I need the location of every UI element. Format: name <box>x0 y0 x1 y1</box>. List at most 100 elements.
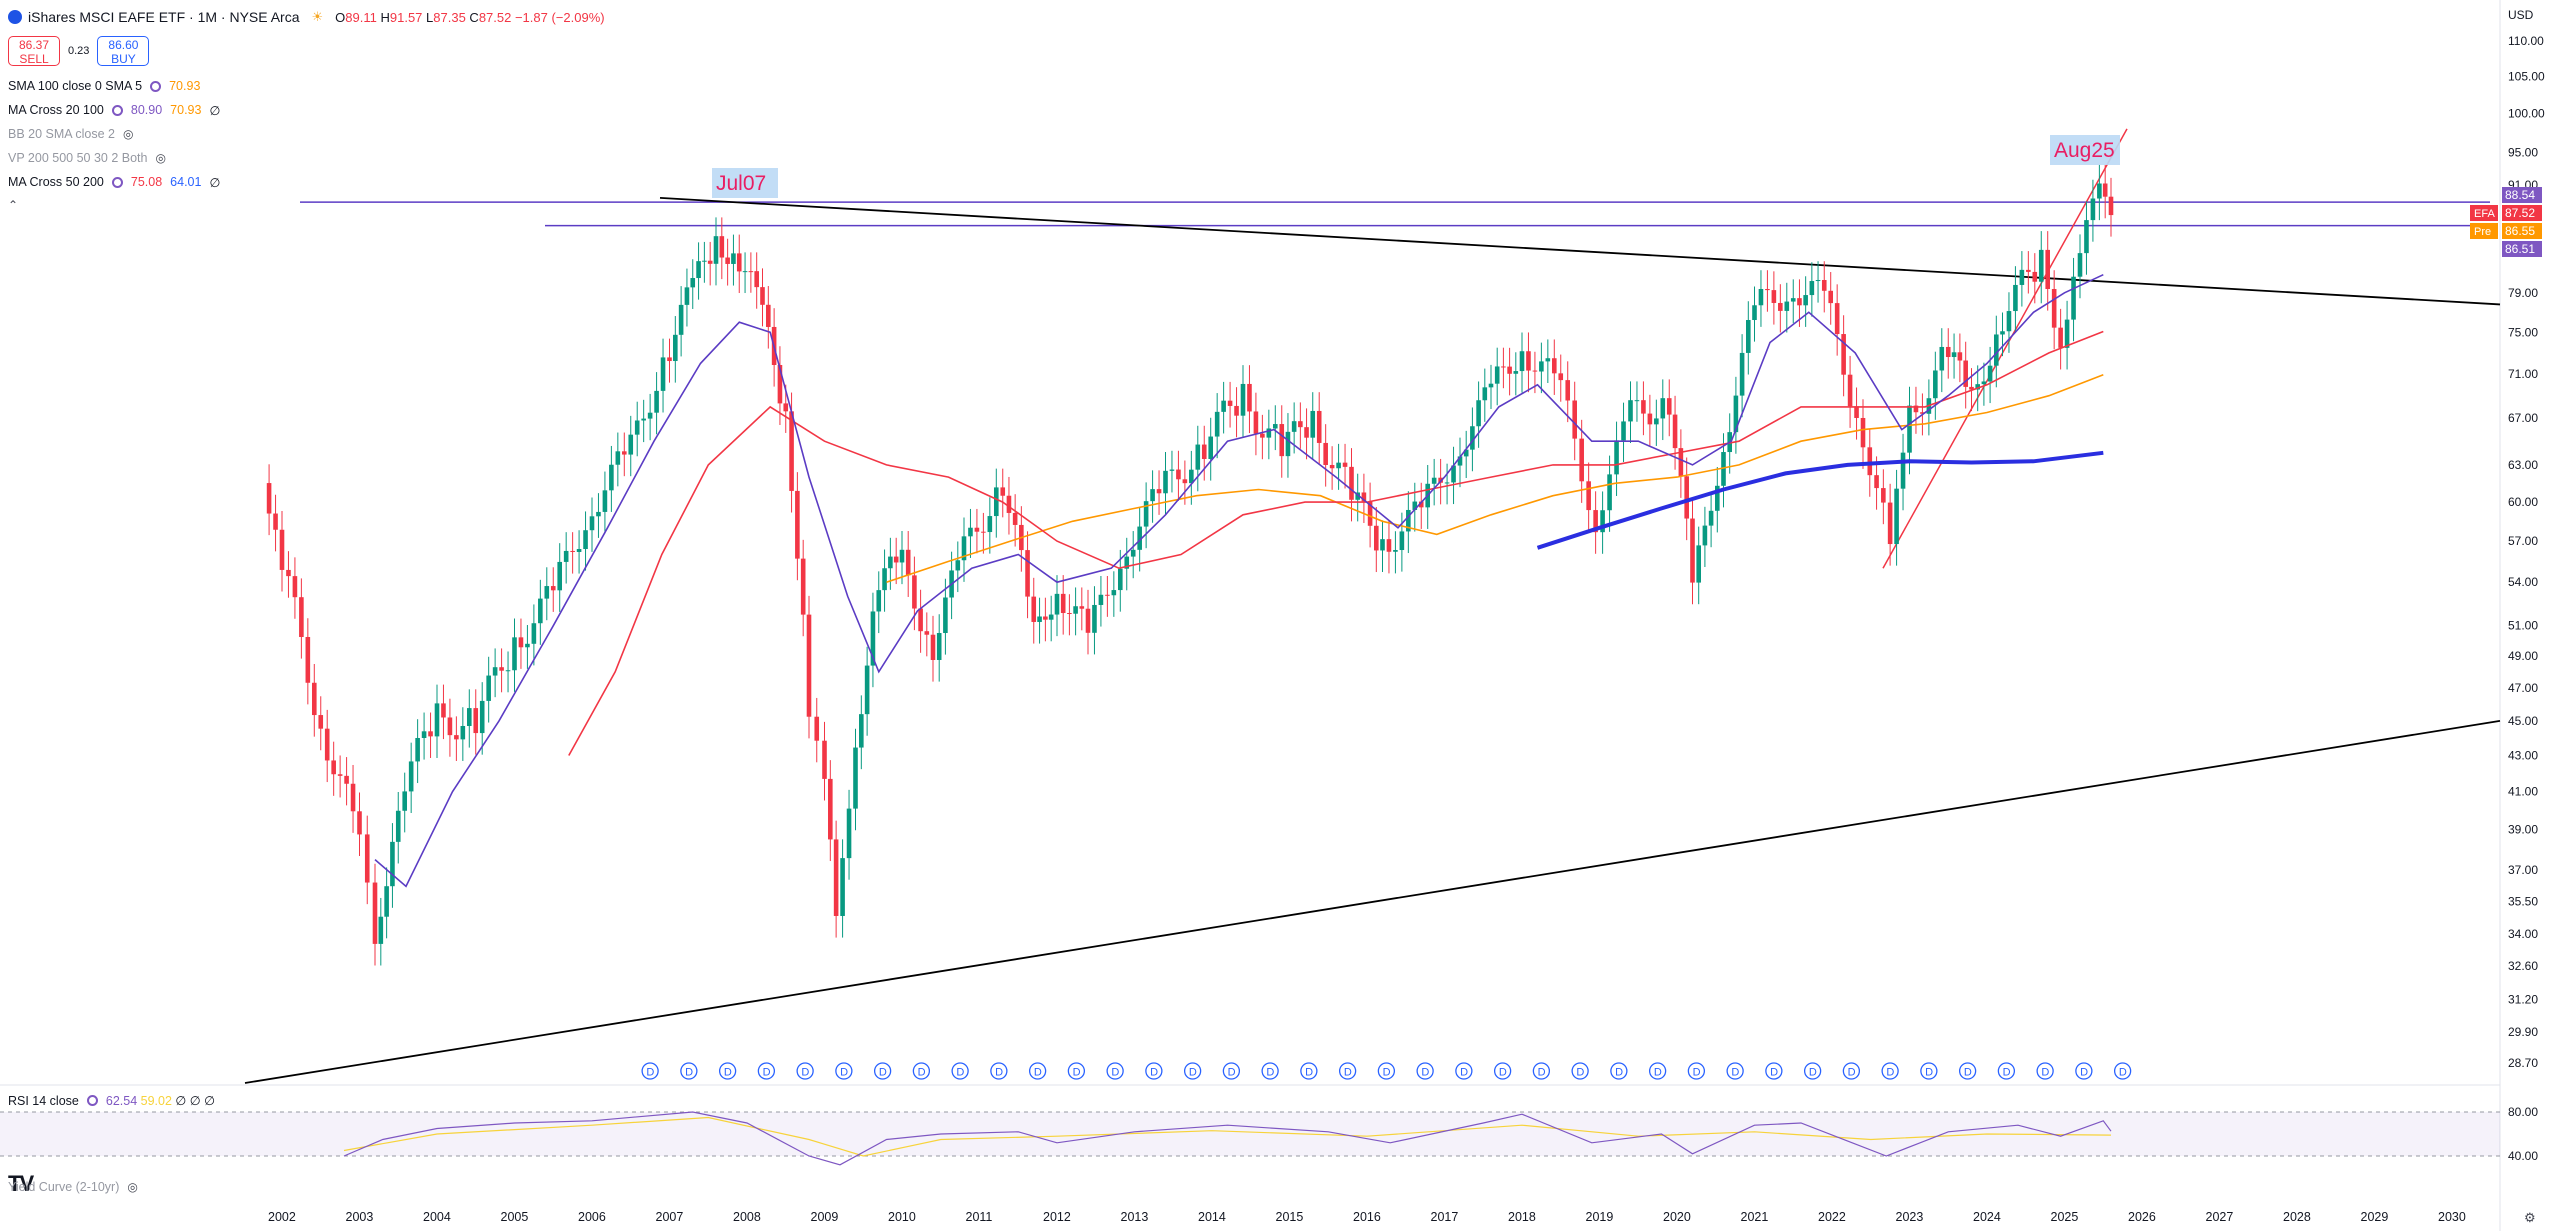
dividend-marker-icon[interactable] <box>1726 1062 1744 1080</box>
steep-trendline[interactable] <box>1882 128 2128 569</box>
symbol-title[interactable]: iShares MSCI EAFE ETF · 1M · NYSE Arca <box>28 9 300 25</box>
gear-icon[interactable] <box>111 176 123 188</box>
price-axis-label: 35.50 <box>2508 894 2538 908</box>
candle-body <box>673 334 678 362</box>
dividend-marker-icon[interactable] <box>1338 1062 1357 1080</box>
indicator-row[interactable]: MA Cross 50 200 75.08 64.01 ∅ <box>8 170 220 194</box>
annotation-label[interactable]: Jul07 <box>716 172 766 195</box>
currency-label[interactable]: USD <box>2508 8 2534 22</box>
candle-body <box>292 576 298 598</box>
candle-body <box>408 761 414 792</box>
dividend-marker-icon[interactable] <box>718 1062 737 1080</box>
candle-body <box>1702 525 1708 546</box>
indicator-value: ∅ <box>209 175 221 190</box>
dividend-marker-icon[interactable] <box>641 1062 659 1080</box>
sell-button[interactable]: 86.37 SELL <box>8 36 60 66</box>
dividend-marker-icon[interactable] <box>1261 1062 1279 1080</box>
candle-body <box>783 403 789 412</box>
indicator-row[interactable]: SMA 100 close 0 SMA 5 70.93 <box>8 74 220 98</box>
dividend-marker-icon[interactable] <box>2075 1062 2093 1080</box>
indicator-row[interactable]: BB 20 SMA close 2 ◎ <box>8 122 220 146</box>
ohlc-values: O89.11 H91.57 L87.35 C87.52 −1.87 (−2.09… <box>335 10 604 25</box>
dividend-marker-label: D <box>1964 1067 1972 1079</box>
dividend-marker-icon[interactable] <box>951 1062 969 1080</box>
dividend-marker-icon[interactable] <box>1803 1062 1822 1080</box>
dividend-marker-icon[interactable] <box>1183 1062 1202 1080</box>
candle-body <box>1600 510 1605 533</box>
dividend-marker-icon[interactable] <box>1222 1062 1241 1080</box>
dividend-marker-icon[interactable] <box>2036 1062 2054 1080</box>
candle-body <box>1887 502 1893 545</box>
indicator-row[interactable]: VP 200 500 50 30 2 Both ◎ <box>8 146 220 170</box>
candle-body <box>742 271 748 273</box>
eye-icon[interactable]: ◎ <box>123 127 134 141</box>
dividend-marker-label: D <box>1111 1067 1119 1079</box>
chevron-up-icon[interactable]: ⌃ <box>8 198 19 212</box>
gear-icon[interactable]: ⚙ <box>2524 1210 2536 1225</box>
candle-body <box>1579 438 1584 482</box>
candle-body <box>905 549 911 576</box>
dividend-marker-icon[interactable] <box>1765 1062 1783 1080</box>
eye-icon[interactable]: ◎ <box>127 1180 138 1194</box>
dividend-marker-icon[interactable] <box>1028 1062 1047 1080</box>
dividend-marker-icon[interactable] <box>1532 1062 1551 1080</box>
time-axis-label: 2020 <box>1663 1210 1691 1224</box>
time-axis-label: 2009 <box>811 1210 839 1224</box>
tradingview-logo[interactable]: TV <box>8 1171 34 1196</box>
candle-body <box>1221 400 1226 412</box>
price-tag-value: 86.51 <box>2505 242 2535 256</box>
price-axis-label: 51.00 <box>2508 619 2538 633</box>
dividend-marker-icon[interactable] <box>1416 1062 1434 1080</box>
dividend-marker-icon[interactable] <box>2113 1062 2132 1080</box>
dividend-marker-icon[interactable] <box>1377 1062 1396 1080</box>
annotation-label[interactable]: Aug25 <box>2054 139 2115 162</box>
dividend-marker-label: D <box>1615 1067 1623 1079</box>
candle-body <box>615 451 621 465</box>
dividend-marker-icon[interactable] <box>1881 1062 1899 1080</box>
ascending-trendline[interactable] <box>244 719 2501 1084</box>
dividend-marker-icon[interactable] <box>1106 1062 1124 1080</box>
rsi-legend[interactable]: RSI 14 close 62.54 59.02 ∅ ∅ ∅ <box>8 1093 215 1109</box>
gear-icon[interactable] <box>111 104 123 116</box>
descending-trendline[interactable] <box>659 196 2501 306</box>
dividend-marker-icon[interactable] <box>1920 1062 1938 1080</box>
price-axis-label: 29.90 <box>2508 1025 2538 1039</box>
dividend-marker-icon[interactable] <box>757 1062 776 1080</box>
indicator-row[interactable]: MA Cross 20 100 80.90 70.93 ∅ <box>8 98 220 122</box>
dividend-marker-label: D <box>1693 1067 1701 1079</box>
candle-body <box>1881 488 1886 503</box>
dividend-marker-icon[interactable] <box>835 1062 853 1080</box>
dividend-marker-icon[interactable] <box>1455 1062 1473 1080</box>
dividend-marker-icon[interactable] <box>1610 1062 1628 1080</box>
dividend-marker-icon[interactable] <box>1842 1062 1861 1080</box>
buy-button[interactable]: 86.60 BUY <box>97 36 150 66</box>
dividend-marker-icon[interactable] <box>1958 1062 1977 1080</box>
symbol-header[interactable]: iShares MSCI EAFE ETF · 1M · NYSE Arca ☀… <box>8 7 605 27</box>
candle-body <box>1361 492 1367 502</box>
candle-body <box>893 556 899 563</box>
gear-icon[interactable] <box>150 80 162 92</box>
dividend-marker-icon[interactable] <box>1145 1062 1163 1080</box>
candle-body <box>1150 489 1155 502</box>
candle-body <box>1539 361 1544 372</box>
dividend-marker-icon[interactable] <box>1571 1062 1589 1080</box>
candle-body <box>736 253 742 272</box>
time-axis-label: 2004 <box>423 1210 451 1224</box>
gear-icon[interactable] <box>86 1095 98 1106</box>
dividend-marker-icon[interactable] <box>796 1062 814 1080</box>
dividend-marker-icon[interactable] <box>1493 1062 1512 1080</box>
dividend-marker-icon[interactable] <box>1067 1062 1086 1080</box>
yield-curve-legend[interactable]: Yield Curve (2-10yr) ◎ <box>8 1180 138 1194</box>
dividend-marker-icon[interactable] <box>1648 1062 1667 1080</box>
dividend-marker-icon[interactable] <box>912 1062 931 1080</box>
dividend-marker-icon[interactable] <box>1997 1062 2016 1080</box>
dividend-marker-icon[interactable] <box>680 1062 698 1080</box>
dividend-marker-icon[interactable] <box>990 1062 1008 1080</box>
candle-body <box>1279 424 1285 457</box>
eye-icon[interactable]: ◎ <box>155 151 166 165</box>
dividend-marker-icon[interactable] <box>1687 1062 1706 1080</box>
dividend-marker-icon[interactable] <box>1300 1062 1318 1080</box>
dividend-marker-icon[interactable] <box>873 1062 892 1080</box>
candle-body <box>641 418 646 421</box>
